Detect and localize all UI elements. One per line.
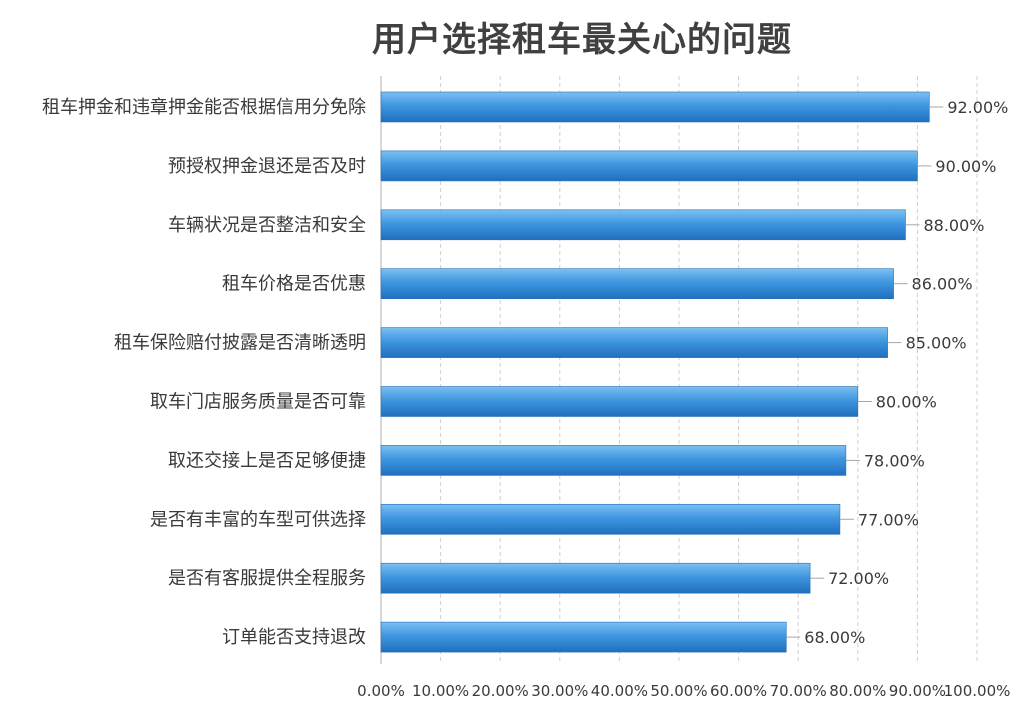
category-label: 订单能否支持退改 bbox=[222, 627, 366, 648]
x-tick-label: 80.00% bbox=[829, 682, 886, 700]
x-tick-label: 20.00% bbox=[472, 682, 529, 700]
category-label: 租车保险赔付披露是否清晰透明 bbox=[114, 333, 366, 354]
bars bbox=[380, 91, 930, 653]
bar bbox=[380, 562, 811, 594]
category-label: 是否有客服提供全程服务 bbox=[168, 568, 366, 589]
x-tick-label: 90.00% bbox=[889, 682, 946, 700]
bar bbox=[380, 621, 787, 653]
bar bbox=[380, 150, 918, 182]
data-label: 86.00% bbox=[912, 275, 973, 294]
data-label: 90.00% bbox=[935, 157, 996, 176]
labels: 0.00% 10.00% 20.00% 30.00% 40.00% 50.00% 60.00… bbox=[42, 97, 1010, 700]
data-label: 92.00% bbox=[947, 98, 1008, 117]
x-tick-label: 10.00% bbox=[412, 682, 469, 700]
x-tick-label: 50.00% bbox=[650, 682, 707, 700]
data-label: 88.00% bbox=[923, 216, 984, 235]
bar bbox=[380, 91, 930, 123]
x-tick-label: 40.00% bbox=[591, 682, 648, 700]
data-label: 78.00% bbox=[864, 451, 925, 470]
bar bbox=[380, 503, 841, 535]
x-tick-label: 0.00% bbox=[357, 682, 405, 700]
bar bbox=[380, 327, 888, 358]
bar bbox=[380, 209, 906, 241]
category-label: 是否有丰富的车型可供选择 bbox=[150, 509, 366, 530]
bar bbox=[380, 386, 859, 417]
category-label: 租车押金和违章押金能否根据信用分免除 bbox=[42, 97, 366, 118]
x-tick-label: 60.00% bbox=[710, 682, 767, 700]
category-label: 车辆状况是否整洁和安全 bbox=[168, 215, 366, 236]
bar bbox=[380, 445, 847, 476]
category-label: 取还交接上是否足够便捷 bbox=[168, 450, 366, 471]
category-label: 租车价格是否优惠 bbox=[222, 274, 366, 295]
data-label: 85.00% bbox=[906, 334, 967, 353]
data-label: 80.00% bbox=[876, 393, 937, 412]
chart-title: 用户选择租车最关心的问题 bbox=[372, 20, 792, 60]
category-label: 取车门店服务质量是否可靠 bbox=[150, 392, 366, 413]
x-tick-label: 30.00% bbox=[531, 682, 588, 700]
bar bbox=[380, 268, 894, 300]
x-tick-label: 70.00% bbox=[770, 682, 827, 700]
data-label: 77.00% bbox=[858, 510, 919, 529]
category-label: 预授权押金退还是否及时 bbox=[168, 156, 366, 177]
x-tick-label: 100.00% bbox=[944, 682, 1011, 700]
data-label: 68.00% bbox=[804, 628, 865, 647]
data-label: 72.00% bbox=[828, 569, 889, 588]
